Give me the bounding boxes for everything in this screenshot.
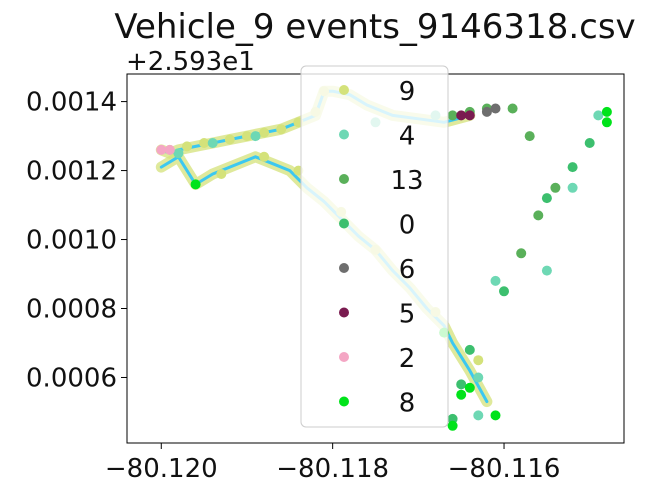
point-series-9-3 <box>224 134 235 145</box>
y-axis: 0.0006 0.0008 0.0010 0.0012 0.0014 <box>26 88 127 393</box>
point-series-0-3 <box>499 286 509 297</box>
legend-marker-2 <box>339 352 349 362</box>
y-tick-label-2: 0.0010 <box>26 226 117 256</box>
x-tick-label-0: −80.120 <box>105 454 218 484</box>
point-series-4-7 <box>567 182 578 193</box>
point-series-6-0 <box>481 106 492 117</box>
point-series-2-1 <box>164 144 175 155</box>
point-series-8-2 <box>464 382 475 393</box>
point-series-13-4 <box>507 103 518 114</box>
legend-marker-8 <box>339 396 349 407</box>
legend: 9 4 13 0 6 5 2 8 <box>300 65 449 428</box>
point-series-8-5 <box>601 106 612 117</box>
point-series-9-1 <box>182 141 192 152</box>
point-series-5-0 <box>456 110 467 121</box>
legend-label-9: 9 <box>399 77 416 107</box>
point-series-5-1 <box>464 110 475 121</box>
point-series-2-0 <box>156 144 167 155</box>
legend-label-2: 2 <box>399 344 416 374</box>
point-series-0-6 <box>456 379 467 390</box>
point-series-8-7 <box>447 420 458 431</box>
point-series-4-8 <box>593 110 604 121</box>
legend-marker-13 <box>339 174 349 184</box>
point-series-4-9 <box>473 410 484 421</box>
point-series-0-2 <box>541 193 552 204</box>
x-tick-label-1: −80.118 <box>276 454 389 484</box>
point-series-9-11 <box>216 169 227 179</box>
point-series-8-3 <box>490 410 501 421</box>
point-series-8-0 <box>190 179 201 190</box>
y-tick-label-0: 0.0006 <box>26 363 117 393</box>
point-series-9-2 <box>199 138 210 148</box>
point-series-4-0 <box>173 148 184 159</box>
y-tick-label-1: 0.0008 <box>26 295 117 325</box>
y-tick-label-4: 0.0014 <box>26 88 117 118</box>
point-series-4-5 <box>473 372 484 383</box>
x-tick-label-2: −80.116 <box>448 454 561 484</box>
point-series-9-12 <box>259 151 270 162</box>
legend-marker-4 <box>339 129 349 140</box>
point-series-9-5 <box>259 127 270 138</box>
point-series-4-1 <box>207 138 218 148</box>
point-series-0-4 <box>464 344 475 355</box>
point-series-0-0 <box>584 138 595 148</box>
x-axis: −80.120 −80.118 −80.116 <box>105 443 561 484</box>
point-series-8-1 <box>456 389 467 400</box>
point-series-13-3 <box>524 131 535 142</box>
legend-label-6: 6 <box>399 255 416 285</box>
legend-label-4: 4 <box>399 122 416 152</box>
point-series-4-6 <box>541 265 552 276</box>
legend-marker-5 <box>339 307 349 318</box>
legend-marker-0 <box>339 218 349 229</box>
legend-label-0: 0 <box>399 211 416 241</box>
point-series-4-2 <box>250 131 261 142</box>
chart-title: Vehicle_9 events_9146318.csv <box>114 7 635 47</box>
legend-label-5: 5 <box>399 300 416 330</box>
point-series-13-0 <box>516 248 527 259</box>
legend-label-13: 13 <box>390 166 423 196</box>
point-series-8-4 <box>601 117 612 128</box>
point-series-9-4 <box>242 131 252 142</box>
point-series-6-1 <box>490 103 501 114</box>
legend-label-8: 8 <box>399 389 416 419</box>
y-offset-label: +2.593e1 <box>126 47 255 77</box>
point-series-9-6 <box>276 124 287 135</box>
point-series-13-7 <box>447 110 458 121</box>
legend-marker-6 <box>339 263 349 273</box>
y-tick-label-3: 0.0012 <box>26 157 117 187</box>
point-series-9-17 <box>473 355 484 366</box>
legend-marker-9 <box>339 85 349 95</box>
point-series-0-5 <box>447 413 458 424</box>
point-series-13-1 <box>533 210 544 221</box>
legend-box <box>300 65 449 428</box>
point-series-4-10 <box>490 275 501 286</box>
point-series-0-1 <box>567 162 578 173</box>
point-series-13-2 <box>550 182 561 193</box>
